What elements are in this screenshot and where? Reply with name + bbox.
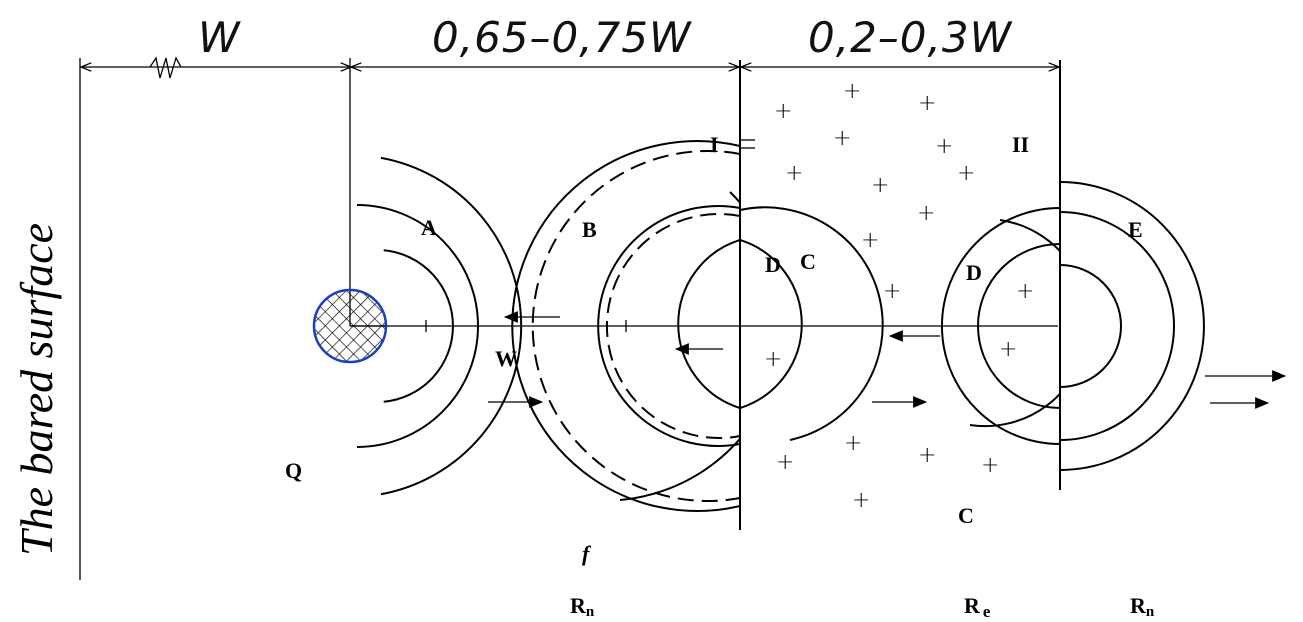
label-e: E (1128, 217, 1143, 242)
zone-a-arcs (356, 156, 523, 496)
label-a: A (421, 215, 437, 240)
label-f: f (582, 541, 592, 566)
plus-sign: + (785, 161, 803, 186)
flow-arrows (488, 311, 1287, 409)
dimension-lines (82, 56, 1058, 326)
plus-sign: + (1016, 279, 1034, 304)
plus-sign: + (844, 431, 862, 456)
label-d-right: D (966, 260, 982, 285)
plus-sign: + (918, 443, 936, 468)
zone-b-arcs (511, 140, 740, 512)
plus-sign: + (764, 347, 782, 372)
axis-ticks (425, 139, 755, 332)
zone-c-arcs (740, 206, 884, 441)
svg-text:Re: Re (964, 593, 991, 621)
plus-sign: + (843, 79, 861, 104)
plus-sign: + (774, 99, 792, 124)
zone-e-arcs (1060, 181, 1205, 471)
dimension-right: 0,2–0,3W (808, 13, 1013, 62)
plus-sign: + (917, 201, 935, 226)
plus-sign: + (935, 134, 953, 159)
label-w: W (495, 346, 517, 371)
svg-text:Rn: Rn (570, 593, 595, 620)
zone-d-left-arc (677, 239, 740, 409)
label-d-left: D (765, 252, 781, 277)
plus-sign: + (957, 161, 975, 186)
dimension-middle: 0,65–0,75W (432, 13, 692, 62)
label-b: B (582, 217, 597, 242)
label-q: Q (285, 458, 302, 483)
label-i: I (710, 132, 719, 157)
zone-d-right-arcs (941, 207, 1060, 445)
label-c-lower: C (958, 503, 974, 528)
plus-sign: + (999, 337, 1017, 362)
plus-signs: + + + + + + + + + + + + + + + + + + + (764, 79, 1034, 513)
plus-sign: + (918, 91, 936, 116)
dimension-w: W (198, 13, 241, 62)
plus-sign: + (852, 488, 870, 513)
svg-text:Rn: Rn (1130, 593, 1155, 620)
label-ii: II (1012, 132, 1029, 157)
plus-sign: + (861, 228, 879, 253)
plus-sign: + (883, 279, 901, 304)
plus-sign: + (833, 126, 851, 151)
label-rn-left: Rn (570, 593, 595, 620)
bared-surface-label: The bared surface (11, 223, 62, 556)
plus-sign: + (776, 450, 794, 475)
label-c-inner: C (800, 249, 816, 274)
plus-sign: + (871, 173, 889, 198)
plus-sign: + (981, 453, 999, 478)
label-rn-right: Rn (1130, 593, 1155, 620)
